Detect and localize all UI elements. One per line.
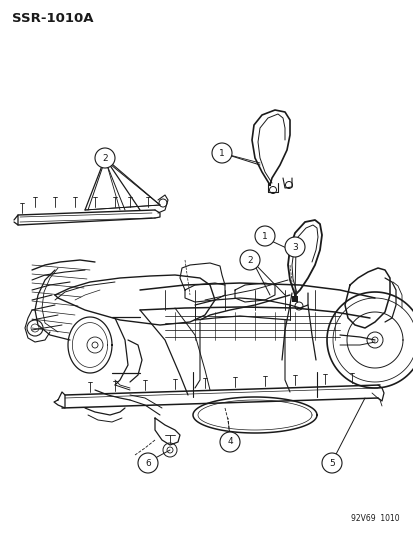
Text: 1: 1 [218,149,224,157]
Circle shape [284,237,304,257]
Text: 1: 1 [261,231,267,240]
Circle shape [138,453,158,473]
Circle shape [321,453,341,473]
Text: 2: 2 [102,154,107,163]
Bar [291,296,297,302]
Circle shape [211,143,231,163]
Text: SSR-1010A: SSR-1010A [12,12,93,25]
Circle shape [219,432,240,452]
Text: 6: 6 [145,458,150,467]
Text: 3: 3 [292,243,297,252]
Text: 4: 4 [227,438,232,447]
Text: 92V69  1010: 92V69 1010 [351,514,399,523]
Text: 2: 2 [247,255,252,264]
Text: 5: 5 [328,458,334,467]
Circle shape [254,226,274,246]
Circle shape [240,250,259,270]
Circle shape [95,148,115,168]
